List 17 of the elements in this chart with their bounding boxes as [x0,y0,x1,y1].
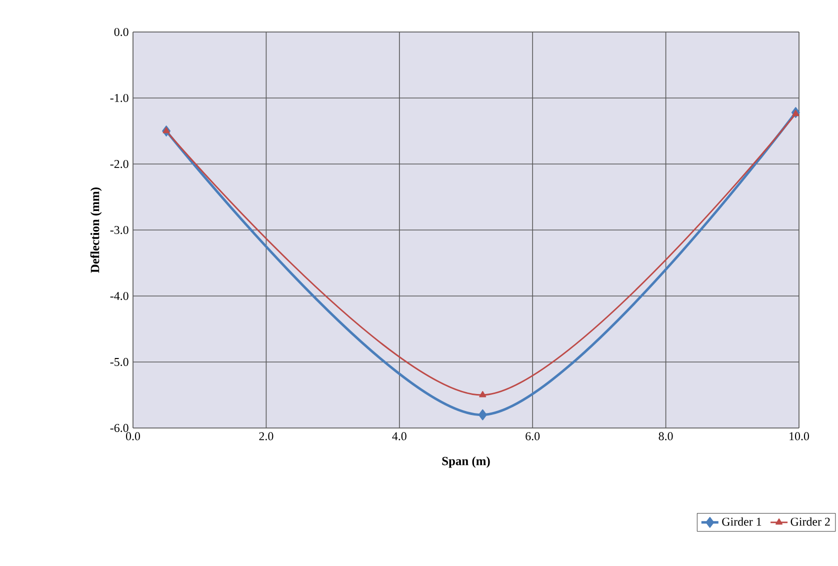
x-tick-label: 8.0 [658,432,673,440]
legend-label: Girder 2 [790,517,830,526]
y-tick-label: -1.0 [110,94,128,102]
y-tick-label: -6.0 [110,424,128,432]
y-tick-label: -5.0 [110,358,128,366]
x-tick-label: 10.0 [790,432,810,440]
x-tick-label: 0.0 [126,432,140,440]
x-tick-label: 4.0 [392,432,406,440]
y-tick-label: -4.0 [110,292,128,300]
legend-label: Girder 1 [722,517,762,526]
x-tick-label: 2.0 [259,432,274,440]
x-tick-label: 6.0 [526,432,540,440]
y-tick-label: 0.0 [114,28,128,36]
y-axis-title: Deflection (mm) [90,188,102,273]
y-tick-label: -2.0 [110,160,128,168]
y-tick-label: -3.0 [110,226,128,234]
x-axis-title: Span (m) [442,456,490,468]
